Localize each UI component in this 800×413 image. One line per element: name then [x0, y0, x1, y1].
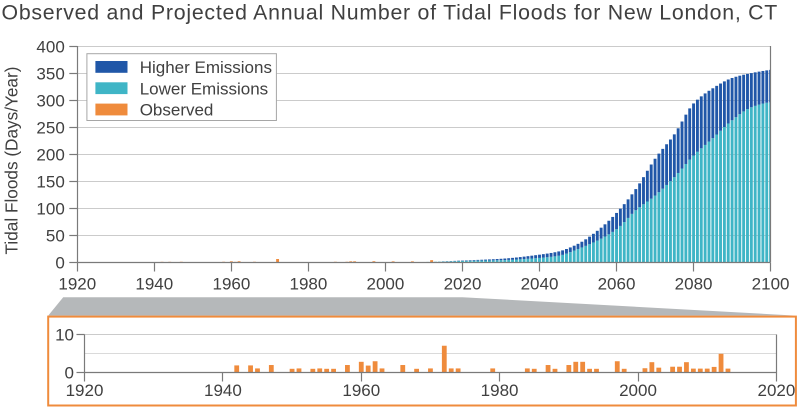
- svg-text:400: 400: [36, 38, 64, 57]
- svg-text:2000: 2000: [619, 381, 657, 400]
- svg-text:Observed and Projected Annual: Observed and Projected Annual Number of …: [2, 1, 779, 25]
- svg-text:250: 250: [36, 119, 64, 138]
- svg-text:2080: 2080: [675, 274, 713, 293]
- svg-text:1980: 1980: [481, 381, 519, 400]
- svg-text:Observed: Observed: [140, 101, 214, 120]
- svg-text:1940: 1940: [135, 274, 173, 293]
- svg-text:300: 300: [36, 92, 64, 111]
- svg-text:2100: 2100: [752, 274, 790, 293]
- svg-text:2000: 2000: [366, 274, 404, 293]
- svg-text:150: 150: [36, 173, 64, 192]
- svg-text:2020: 2020: [444, 274, 482, 293]
- svg-text:2060: 2060: [598, 274, 636, 293]
- svg-text:1920: 1920: [66, 381, 104, 400]
- svg-text:1920: 1920: [58, 274, 96, 293]
- svg-text:0: 0: [55, 254, 64, 273]
- svg-text:200: 200: [36, 146, 64, 165]
- svg-text:Higher Emissions: Higher Emissions: [140, 58, 272, 77]
- svg-text:1940: 1940: [204, 381, 242, 400]
- svg-text:Tidal Floods (Days/Year): Tidal Floods (Days/Year): [2, 67, 22, 255]
- svg-text:350: 350: [36, 65, 64, 84]
- svg-text:0: 0: [65, 364, 74, 383]
- svg-text:10: 10: [55, 326, 74, 345]
- svg-text:100: 100: [36, 200, 64, 219]
- svg-text:Lower Emissions: Lower Emissions: [140, 79, 269, 98]
- svg-text:2020: 2020: [757, 381, 795, 400]
- svg-text:1960: 1960: [212, 274, 250, 293]
- svg-text:2040: 2040: [521, 274, 559, 293]
- svg-text:1960: 1960: [342, 381, 380, 400]
- svg-text:50: 50: [46, 227, 65, 246]
- svg-text:1980: 1980: [289, 274, 327, 293]
